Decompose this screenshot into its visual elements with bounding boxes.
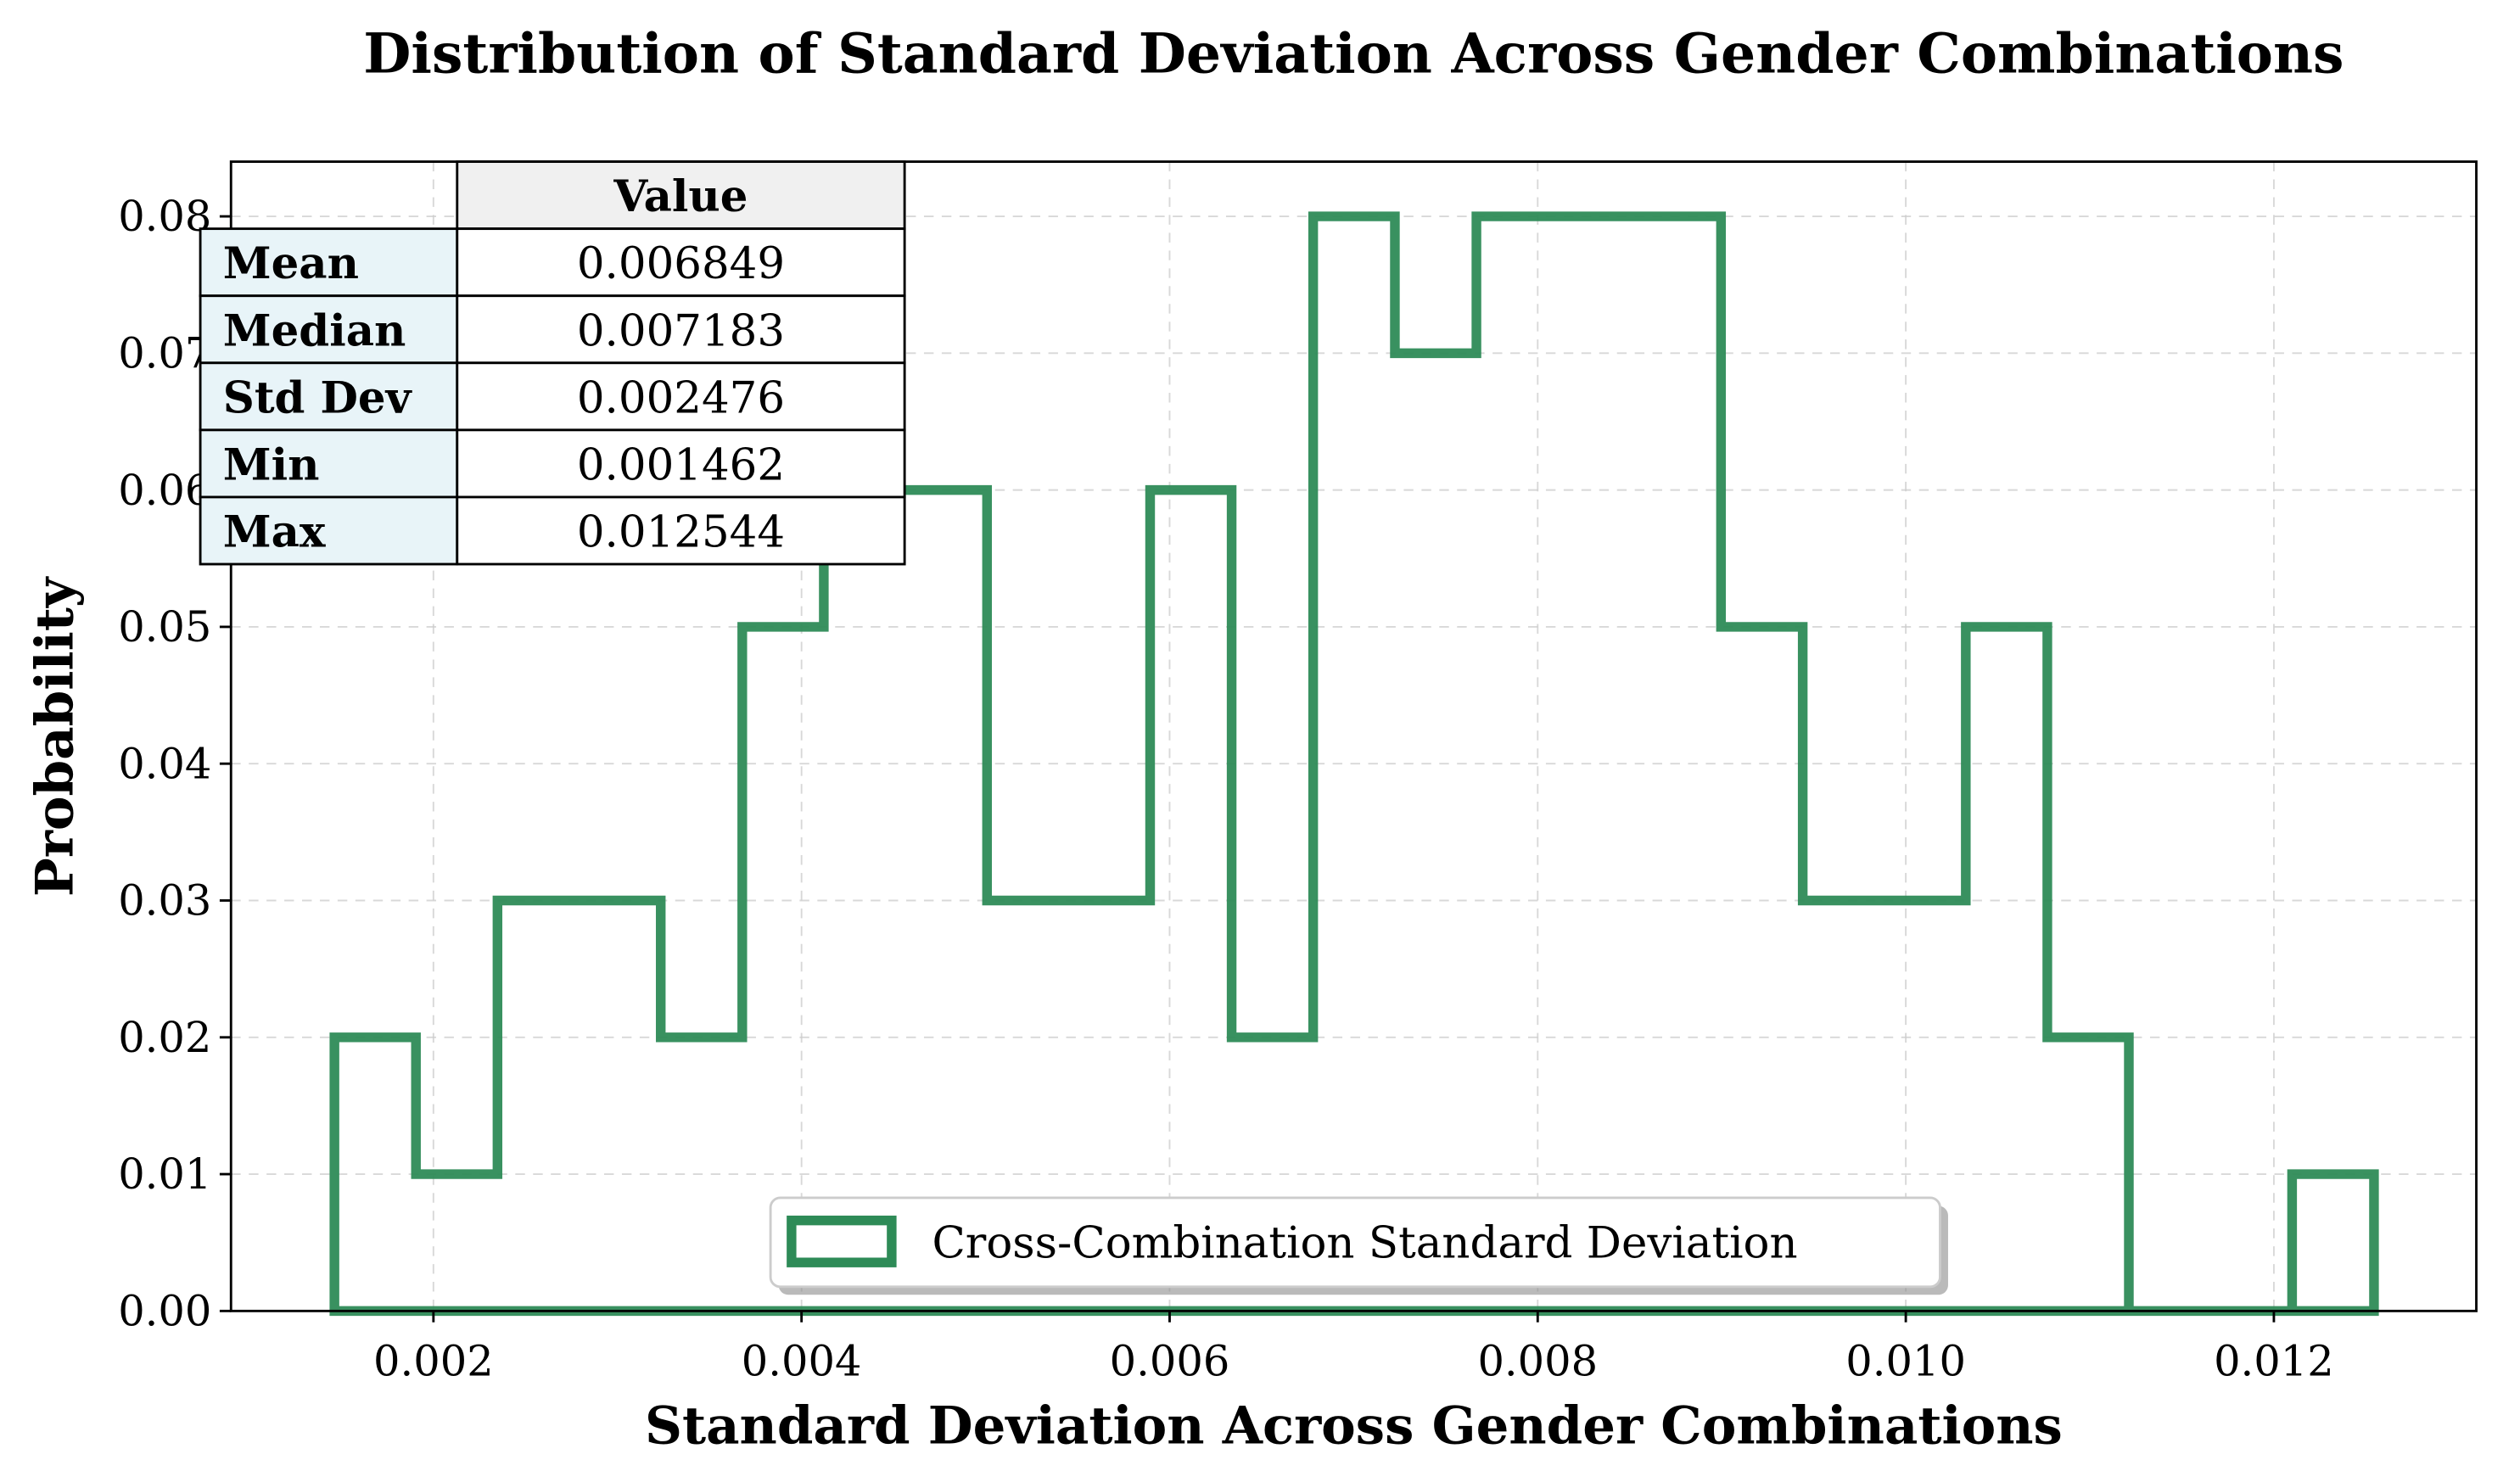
- table-row-label: Mean: [223, 238, 359, 289]
- table-value-cell: [456, 294, 906, 365]
- table-header-cell: [456, 160, 906, 231]
- legend-swatch: [787, 1215, 897, 1267]
- table-row-value: 0.007183: [577, 305, 785, 356]
- legend-box: [769, 1196, 1941, 1289]
- y-axis-ticks: 0.00 0.01 0.02 0.03 0.04 0.05 0.06 0.07 0.08: [118, 192, 232, 1336]
- x-tick-label: 0.012: [2214, 1337, 2334, 1386]
- y-axis-label: Probability: [25, 576, 86, 897]
- table-value-cell: [456, 227, 906, 298]
- y-tick-label: 0.02: [118, 1013, 211, 1062]
- table-value-cell: [456, 428, 906, 499]
- table-row-label: Std Dev: [223, 372, 413, 423]
- table-row-value: 0.012544: [577, 507, 785, 558]
- series-layer: [329, 211, 2379, 1317]
- x-axis-label: Standard Deviation Across Gender Combina…: [645, 1396, 2063, 1457]
- y-tick-label: 0.03: [118, 876, 211, 926]
- stats-table: Value Mean 0.006849 Median 0.007183 Std Dev 0.…: [199, 160, 906, 566]
- table-row-value: 0.001462: [577, 439, 785, 490]
- chart-title: Distribution of Standard Deviation Acros…: [363, 22, 2344, 87]
- table-row-value: 0.002476: [577, 372, 785, 423]
- x-tick-label: 0.002: [373, 1337, 494, 1386]
- table-label-cell: [199, 495, 459, 566]
- y-tick-label: 0.01: [118, 1149, 211, 1199]
- x-axis-ticks: 0.002 0.004 0.006 0.008 0.010 0.012: [373, 1311, 2334, 1386]
- y-tick-label: 0.05: [118, 602, 211, 652]
- legend: Cross-Combination Standard Deviation: [769, 1196, 1948, 1295]
- table-row-label: Median: [223, 305, 406, 356]
- table-label-cell: [199, 227, 459, 298]
- y-tick-label: 0.00: [118, 1286, 211, 1335]
- y-tick-label: 0.04: [118, 739, 211, 788]
- legend-label: Cross-Combination Standard Deviation: [932, 1217, 1797, 1268]
- y-tick-label: 0.08: [118, 192, 211, 241]
- x-tick-label: 0.008: [1477, 1337, 1598, 1386]
- table-label-cell: [199, 294, 459, 365]
- table-header-value: Value: [613, 171, 748, 222]
- x-tick-label: 0.004: [742, 1337, 862, 1386]
- x-tick-label: 0.006: [1110, 1337, 1230, 1386]
- plot-frame: [229, 160, 2478, 1312]
- y-tick-label: 0.06: [118, 466, 211, 515]
- table-row-value: 0.006849: [577, 238, 785, 289]
- table-row-label: Max: [223, 507, 326, 558]
- table-value-cell: [456, 495, 906, 566]
- x-tick-label: 0.010: [1845, 1337, 1966, 1386]
- y-tick-label: 0.07: [118, 328, 211, 378]
- table-value-cell: [456, 361, 906, 432]
- table-label-cell: [199, 428, 459, 499]
- histogram-step-line: [329, 211, 2379, 1317]
- table-label-cell: [199, 361, 459, 432]
- table-row-label: Min: [223, 439, 320, 490]
